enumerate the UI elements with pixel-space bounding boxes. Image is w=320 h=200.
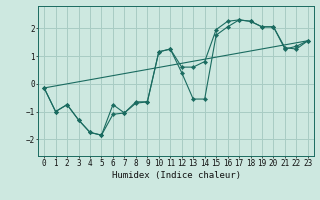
X-axis label: Humidex (Indice chaleur): Humidex (Indice chaleur) <box>111 171 241 180</box>
